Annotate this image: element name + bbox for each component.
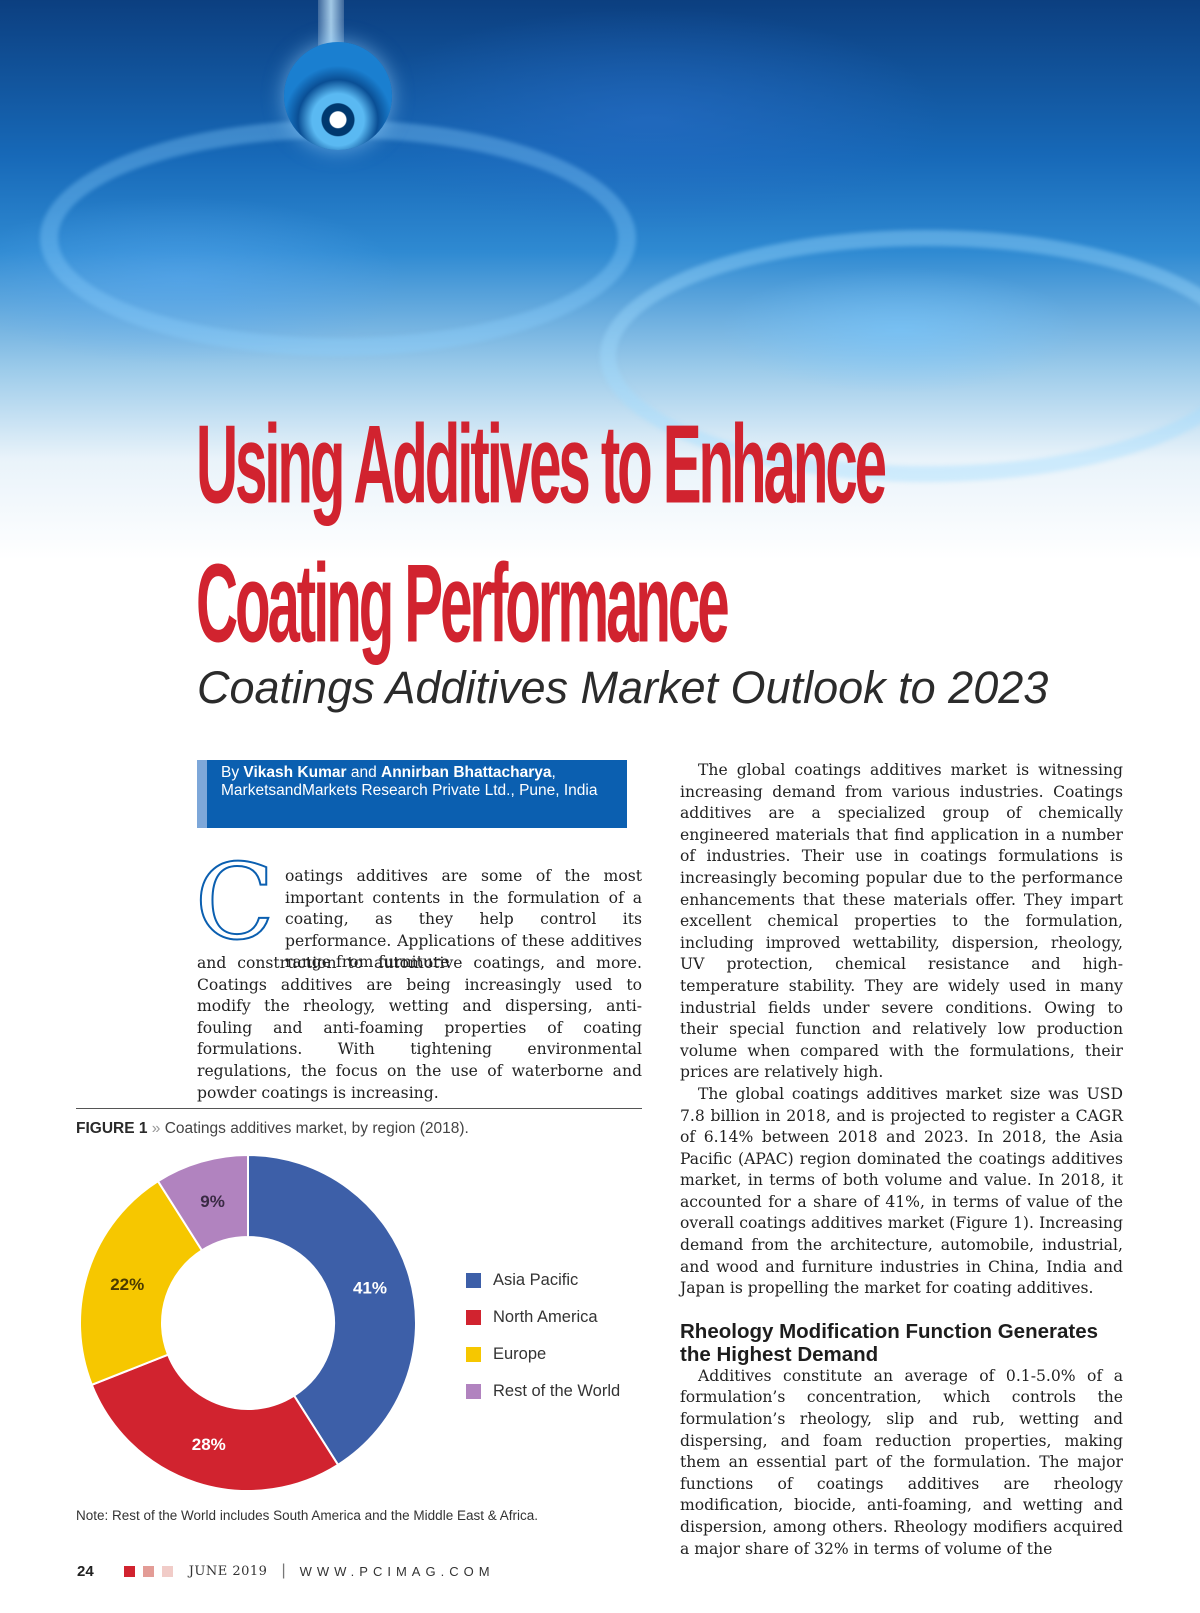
footer-square-3 xyxy=(161,1565,173,1577)
drop-cap: C xyxy=(194,841,276,963)
legend-label: Asia Pacific xyxy=(493,1271,579,1289)
donut-label-europe: 22% xyxy=(110,1275,144,1294)
legend-label: North America xyxy=(493,1308,598,1326)
donut-slice-rest-of-world xyxy=(156,1153,249,1252)
page-number: 24 xyxy=(77,1562,94,1580)
legend-item-asia-pacific: Asia Pacific xyxy=(466,1262,620,1299)
author-affiliation: MarketsandMarkets Research Private Ltd.,… xyxy=(221,782,598,799)
byline-box: By Vikash Kumar and Annirban Bhattachary… xyxy=(197,760,627,828)
issue-date: JUNE 2019 xyxy=(188,1563,268,1579)
legend-swatch xyxy=(466,1273,481,1288)
title-line-1: Using Additives to Enhance xyxy=(196,402,887,526)
intro-paragraph-continued: and construction to automotive coatings,… xyxy=(197,954,642,1102)
hero-ring-left xyxy=(40,120,636,356)
footer-square-2 xyxy=(142,1565,154,1577)
figure-label: FIGURE 1 xyxy=(76,1120,148,1137)
donut-label-asia-pacific: 41% xyxy=(353,1279,387,1298)
page-footer: 24 JUNE 2019 | WWW.PCIMAG.COM xyxy=(77,1562,495,1580)
hero-photo xyxy=(0,0,1200,560)
donut-slice-asia-pacific xyxy=(247,1153,417,1467)
donut-chart: 41% 28% 22% 9% xyxy=(79,1153,417,1492)
legend-item-europe: Europe xyxy=(466,1336,620,1373)
legend-swatch xyxy=(466,1347,481,1362)
legend-label: Rest of the World xyxy=(493,1382,621,1400)
author-1: Vikash Kumar xyxy=(243,764,347,781)
title-line-2: Coating Performance xyxy=(196,541,730,666)
donut-slice-europe xyxy=(79,1179,204,1387)
legend-label: Europe xyxy=(493,1345,547,1363)
body-paragraph-1: The global coatings additives market is … xyxy=(680,761,1123,1082)
legend-swatch xyxy=(466,1384,481,1399)
article-subtitle: Coatings Additives Market Outlook to 202… xyxy=(197,662,1049,713)
chart-legend: Asia Pacific North America Europe Rest o… xyxy=(466,1262,620,1410)
section-paragraph: Additives constitute an average of 0.1-5… xyxy=(680,1366,1123,1558)
donut-slice-north-america xyxy=(90,1353,340,1492)
figure-caption: FIGURE 1 » Coatings additives market, by… xyxy=(76,1120,469,1138)
right-column: The global coatings additives market is … xyxy=(680,760,1123,1560)
body-paragraph-2: The global coatings additives market siz… xyxy=(680,1084,1123,1298)
byline-and: and xyxy=(346,764,381,781)
byline-prefix: By xyxy=(221,764,244,781)
author-2: Annirban Bhattacharya xyxy=(381,764,552,781)
footer-divider: | xyxy=(281,1562,286,1579)
section-heading: Rheology Modification Function Generates… xyxy=(680,1319,1098,1366)
donut-label-north-america: 28% xyxy=(192,1435,226,1454)
intro-paragraph-start: oatings additives are some of the most i… xyxy=(285,867,642,972)
legend-swatch xyxy=(466,1310,481,1325)
website-url: WWW.PCIMAG.COM xyxy=(299,1563,495,1579)
figure-caption-text: Coatings additives market, by region (20… xyxy=(164,1120,469,1137)
legend-item-rest-of-world: Rest of the World xyxy=(466,1373,620,1410)
figure-note: Note: Rest of the World includes South A… xyxy=(76,1508,538,1523)
footer-square-1 xyxy=(123,1565,135,1577)
legend-item-north-america: North America xyxy=(466,1299,620,1336)
droplet xyxy=(284,42,392,150)
figure-separator: » xyxy=(147,1120,165,1137)
donut-label-rest-of-world: 9% xyxy=(200,1192,225,1211)
byline-suffix: , xyxy=(551,764,556,781)
article-title: Using Additives to Enhance Coating Perfo… xyxy=(196,395,887,673)
figure-divider xyxy=(76,1108,642,1109)
